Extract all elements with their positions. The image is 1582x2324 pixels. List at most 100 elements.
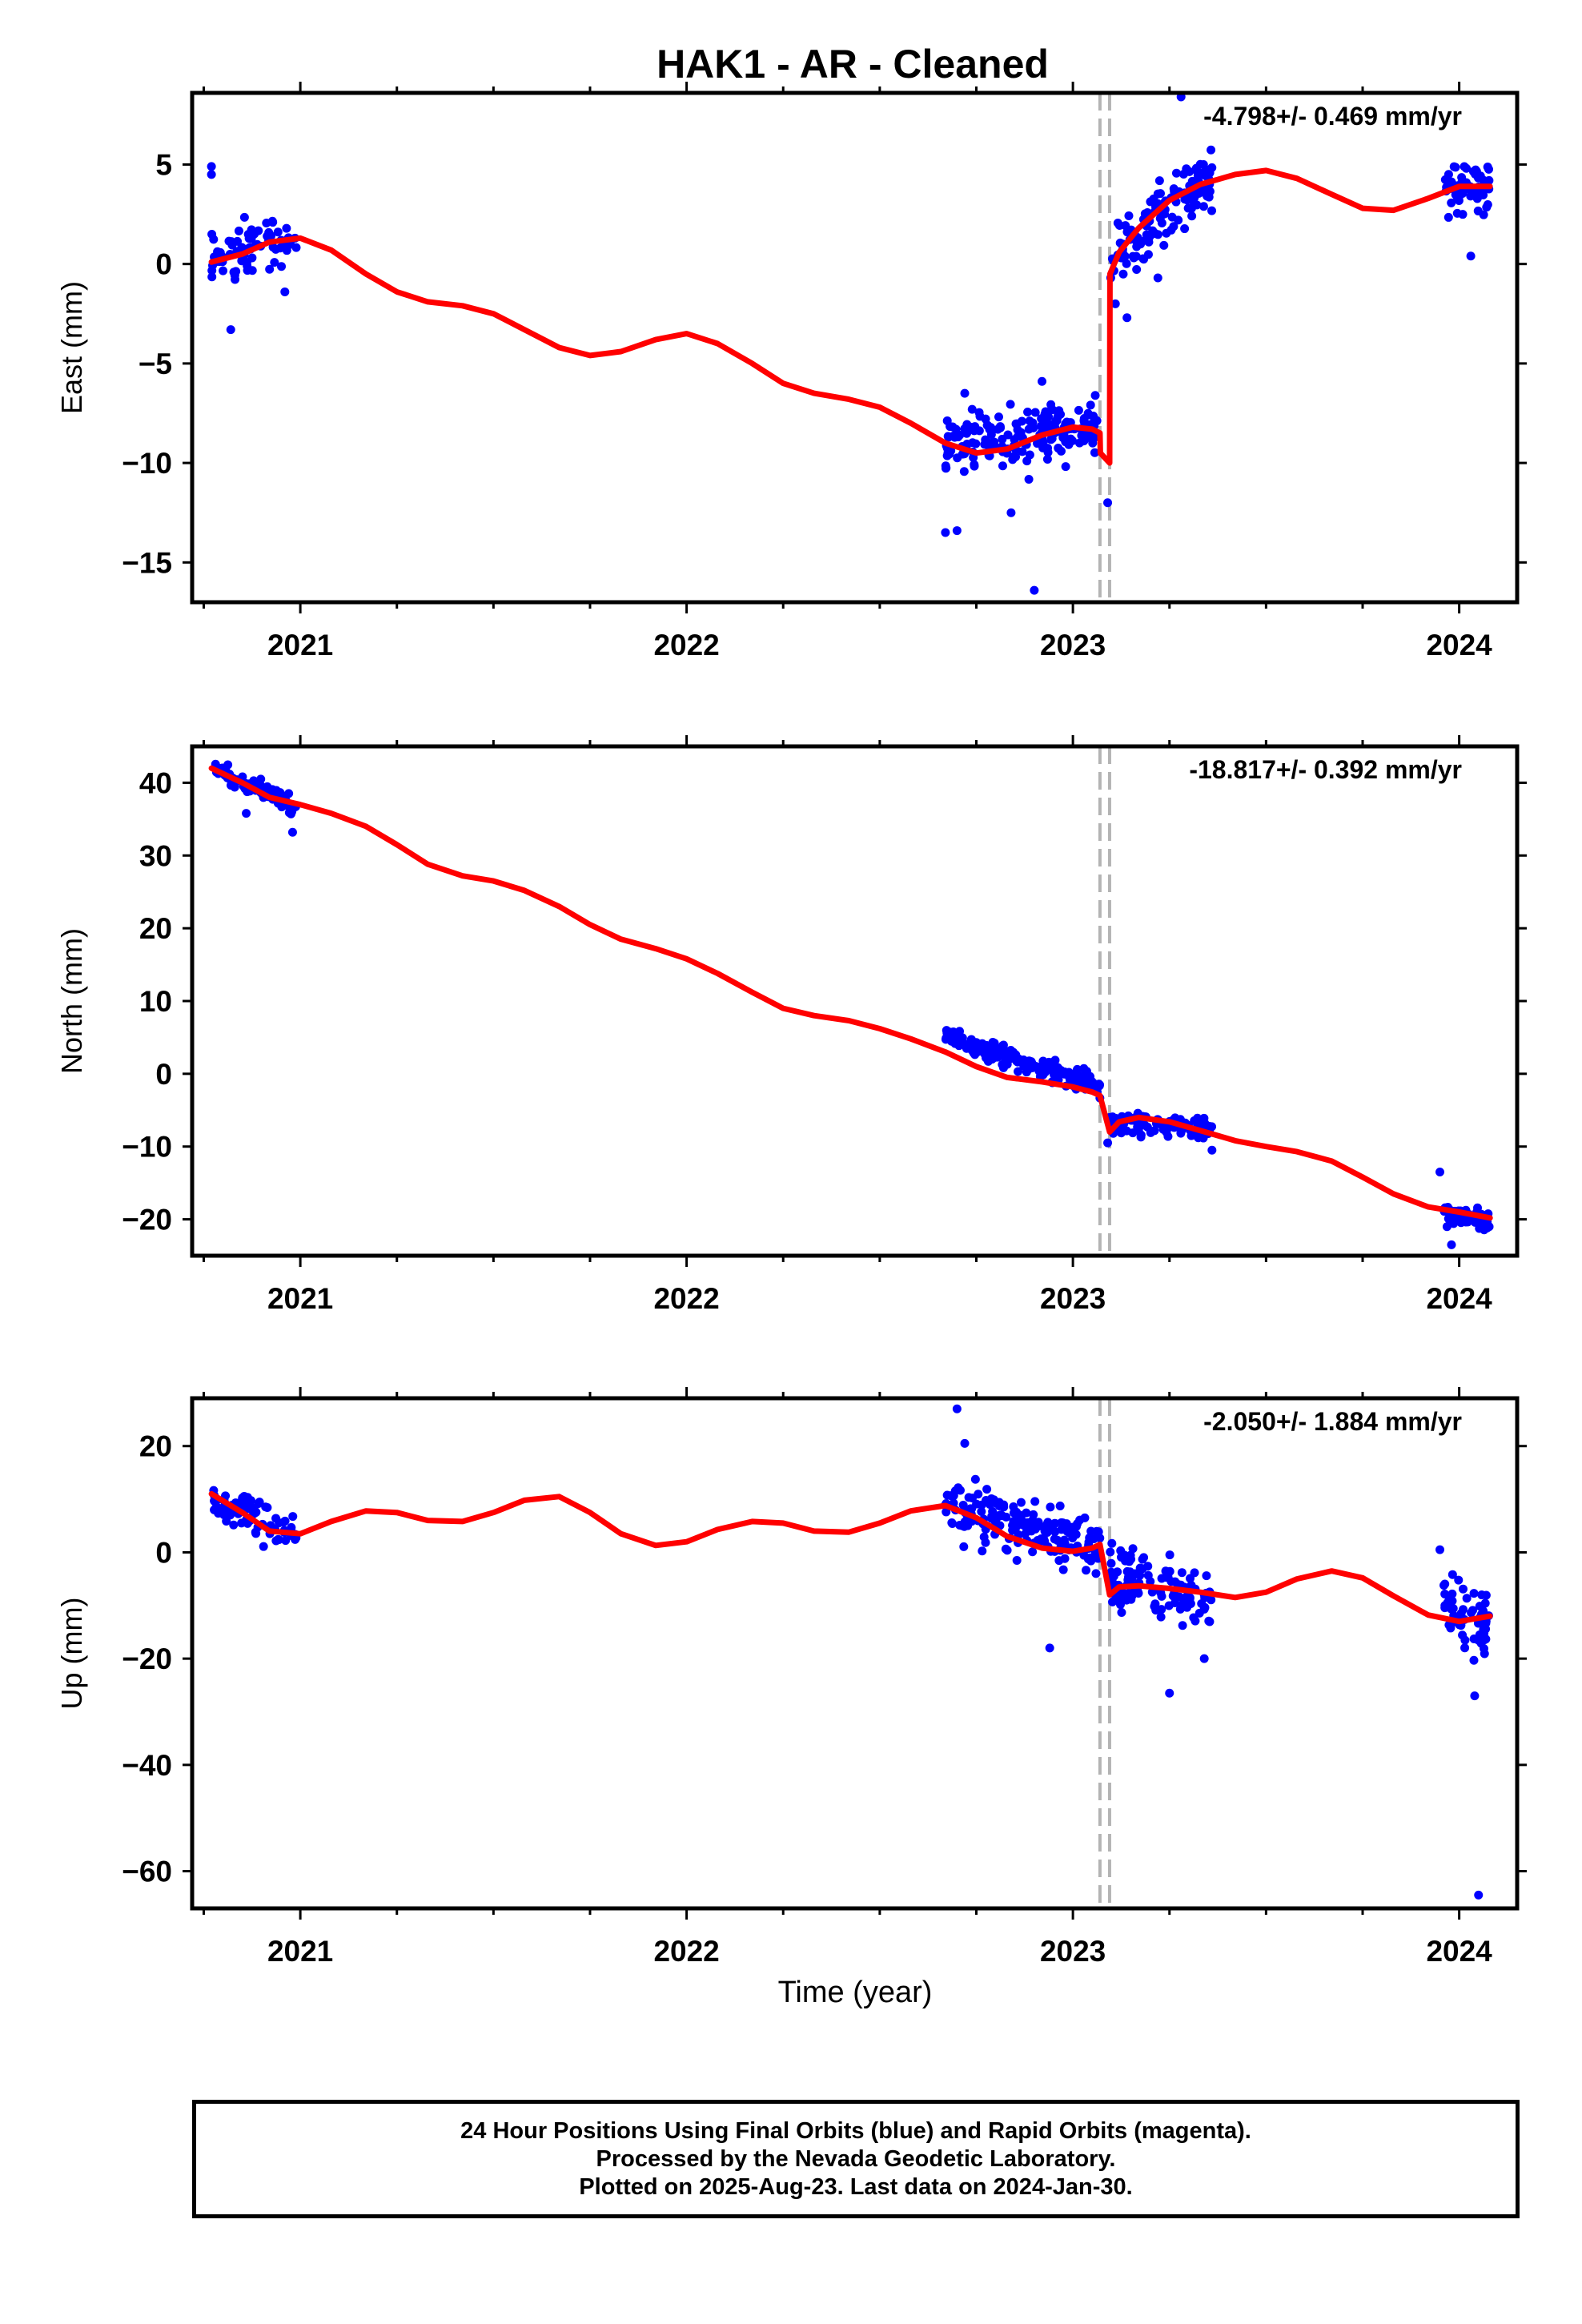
data-point	[1012, 419, 1022, 428]
data-point	[1150, 1126, 1159, 1136]
data-point	[952, 526, 962, 536]
y-tick-label: −20	[122, 1204, 172, 1236]
data-point	[1142, 1122, 1152, 1132]
y-tick-label: 20	[139, 912, 172, 945]
x-tick-label: 2022	[653, 1282, 719, 1315]
data-point	[1460, 1643, 1470, 1653]
data-point	[1435, 1168, 1444, 1177]
data-point	[1128, 1544, 1138, 1554]
data-point	[1054, 444, 1063, 453]
data-point	[977, 1507, 986, 1517]
data-point	[982, 1495, 991, 1505]
data-point	[1440, 1590, 1450, 1599]
data-point	[994, 412, 1003, 422]
data-point	[284, 808, 294, 818]
data-point	[1169, 184, 1178, 194]
data-point	[1460, 1635, 1470, 1645]
data-point	[1207, 145, 1216, 155]
data-point	[1059, 1535, 1069, 1545]
data-point	[1442, 1222, 1452, 1232]
data-point	[226, 1510, 235, 1520]
data-point	[967, 424, 977, 433]
data-point	[1042, 454, 1052, 464]
plot-frame	[190, 1396, 1520, 1911]
data-point	[1041, 420, 1050, 430]
east-panel: −15 −10 −5 0 5 2021 2022 2023 2024 East (mm) -4.79…	[55, 82, 1527, 661]
data-point	[277, 262, 287, 271]
model-fit-line	[208, 1490, 1493, 1625]
plot-frame	[190, 744, 1520, 1258]
y-tick-label: −40	[122, 1749, 172, 1782]
data-point	[1469, 1655, 1479, 1665]
data-point	[1207, 1145, 1217, 1155]
y-tick-label: −10	[122, 1131, 172, 1164]
y-tick-label: −20	[122, 1642, 172, 1675]
data-point	[273, 1534, 283, 1544]
data-point	[968, 438, 978, 448]
data-point	[1002, 1512, 1011, 1522]
data-point	[966, 1035, 976, 1044]
data-point	[1193, 171, 1203, 180]
y-tick-label: −10	[122, 447, 172, 480]
data-point	[1074, 405, 1083, 415]
data-point	[229, 1520, 239, 1530]
data-point	[1030, 585, 1039, 595]
x-tick-label: 2021	[267, 1282, 333, 1315]
data-point	[1090, 391, 1100, 400]
y-tick-label: 0	[155, 248, 172, 281]
data-point	[982, 1485, 992, 1494]
data-point	[1042, 1527, 1052, 1537]
data-point	[1057, 1518, 1066, 1527]
data-point	[1060, 1067, 1070, 1076]
data-point	[1470, 1691, 1480, 1701]
data-point	[264, 227, 274, 237]
data-point	[970, 461, 979, 471]
data-point	[1462, 1594, 1472, 1603]
data-point	[1086, 400, 1095, 410]
data-point	[1113, 218, 1122, 227]
data-point	[1195, 1608, 1204, 1618]
data-point	[993, 424, 1002, 434]
data-point	[1045, 1643, 1054, 1653]
model-fit-line	[208, 765, 1493, 1221]
data-point	[1186, 1581, 1196, 1590]
data-point	[1061, 462, 1070, 472]
data-point	[268, 218, 278, 227]
data-point	[959, 467, 969, 476]
data-point	[1447, 1589, 1457, 1598]
data-point	[251, 1529, 261, 1538]
data-point	[942, 463, 951, 472]
data-point	[1469, 1634, 1479, 1644]
data-point	[259, 1542, 268, 1551]
data-point	[990, 1052, 1000, 1062]
data-point	[1472, 189, 1482, 199]
data-point	[1058, 1565, 1068, 1574]
data-point	[1010, 435, 1019, 444]
data-point	[1459, 1605, 1468, 1614]
data-point	[1202, 1571, 1211, 1581]
data-point	[1205, 1617, 1215, 1626]
data-point	[1028, 418, 1038, 428]
data-point	[1034, 1518, 1043, 1527]
data-point	[282, 223, 291, 233]
y-tick-label: 0	[155, 1536, 172, 1569]
data-point	[955, 430, 965, 440]
x-tick-label: 2024	[1426, 629, 1492, 661]
velocity-rate-label: -2.050+/- 1.884 mm/yr	[1203, 1407, 1462, 1436]
data-point	[1449, 1219, 1459, 1228]
data-point	[1483, 162, 1492, 171]
y-tick-label: −60	[122, 1856, 172, 1888]
data-point	[1124, 1557, 1134, 1566]
data-point	[1160, 209, 1170, 219]
data-point	[1129, 253, 1138, 263]
data-point	[1033, 1535, 1042, 1545]
data-point	[265, 264, 275, 274]
data-point	[207, 162, 216, 171]
data-point	[1109, 1571, 1118, 1581]
data-point	[1132, 242, 1142, 251]
data-point	[1440, 1603, 1450, 1613]
data-point	[207, 272, 217, 282]
data-point	[949, 431, 958, 440]
data-point	[960, 1517, 970, 1526]
data-point	[1018, 1055, 1027, 1065]
